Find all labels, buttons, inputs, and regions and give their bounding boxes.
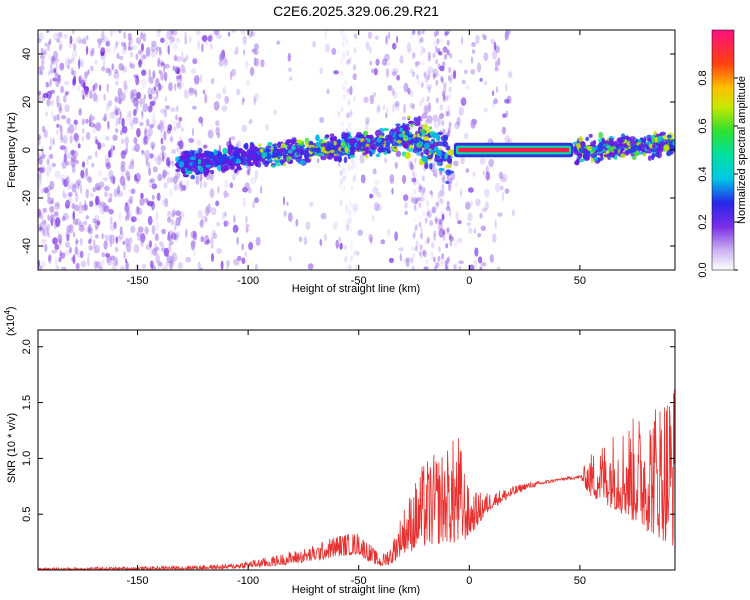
spectrogram-x-tick-label: 0 [466, 275, 472, 287]
snr-x-tick-label: 50 [574, 575, 586, 587]
snr-y-multiplier: (x104) [3, 306, 17, 336]
snr-x-tick-label: -150 [127, 575, 149, 587]
snr-x-axis-title: Height of straight line (km) [292, 584, 420, 596]
spectrogram-y-ticks: 40 20 0 -20 -40 [21, 48, 675, 254]
spectrogram-y-tick-label: 0 [21, 147, 33, 153]
colorbar-title: Normalized spectral amplitude [736, 76, 748, 224]
colorbar-tick-label: 0.8 [697, 70, 709, 85]
snr-line-series [38, 389, 675, 570]
snr-x-tick-label: 0 [466, 575, 472, 587]
spectrogram-x-axis-title: Height of straight line (km) [292, 283, 420, 295]
spectrogram-x-tick-label: -150 [127, 275, 149, 287]
colorbar-gradient [711, 29, 735, 271]
spectrogram-y-tick-label: 20 [21, 96, 33, 108]
snr-line [38, 389, 675, 570]
spectrogram-heatmap [38, 30, 675, 270]
colorbar-tick-label: 0.0 [697, 262, 709, 277]
snr-x-ticks: -150 -100 -50 0 50 [127, 330, 586, 587]
spectrogram-x-tick-label: 50 [574, 275, 586, 287]
snr-x-tick-label: -50 [351, 575, 367, 587]
snr-x-tick-label: -100 [237, 575, 259, 587]
colorbar: 0.0 0.2 0.4 0.6 0.8 Normalized spectral ampl… [697, 29, 748, 278]
colorbar-ticks: 0.0 0.2 0.4 0.6 0.8 [697, 70, 738, 278]
colorbar-tick-label: 0.4 [697, 166, 709, 181]
snr-y-tick-label: 1.5 [21, 395, 33, 410]
figure-title: C2E6.2025.329.06.29.R21 [273, 3, 439, 19]
spectrogram-y-axis-title: Frequency (Hz) [6, 112, 18, 188]
spectrogram-panel: -150 -100 -50 0 50 40 20 0 -20 -40 Height of str… [6, 29, 676, 295]
spectrogram-x-tick-label: -100 [237, 275, 259, 287]
colorbar-tick-label: 0.2 [697, 214, 709, 229]
snr-y-tick-label: 2.0 [21, 339, 33, 354]
spectrogram-x-ticks: -150 -100 -50 0 50 [127, 30, 586, 287]
spectrogram-x-tick-label: -50 [351, 275, 367, 287]
snr-y-ticks: 0.5 1.0 1.5 2.0 [21, 339, 675, 522]
snr-y-axis-title: SNR (10 * v/v) [6, 413, 18, 483]
snr-plot-frame [37, 329, 676, 571]
snr-y-tick-label: 1.0 [21, 451, 33, 466]
spectrogram-y-tick-label: -20 [21, 190, 33, 206]
snr-panel: -150 -100 -50 0 50 0.5 1.0 1.5 2.0 Height of st… [3, 306, 676, 596]
snr-y-tick-label: 0.5 [21, 507, 33, 522]
colorbar-tick-label: 0.6 [697, 118, 709, 133]
spectrogram-y-tick-label: 40 [21, 48, 33, 60]
spectrogram-y-tick-label: -40 [21, 238, 33, 254]
